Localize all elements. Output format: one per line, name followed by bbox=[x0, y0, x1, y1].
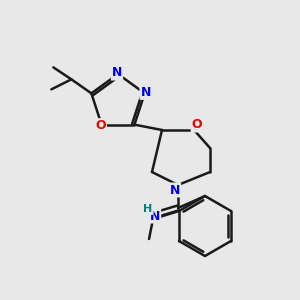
Text: N: N bbox=[150, 209, 160, 223]
Text: N: N bbox=[170, 184, 180, 196]
Text: O: O bbox=[95, 119, 106, 132]
Text: O: O bbox=[148, 208, 158, 220]
Text: H: H bbox=[143, 204, 153, 214]
Text: O: O bbox=[192, 118, 202, 131]
Text: N: N bbox=[112, 67, 122, 80]
Text: N: N bbox=[140, 86, 151, 99]
